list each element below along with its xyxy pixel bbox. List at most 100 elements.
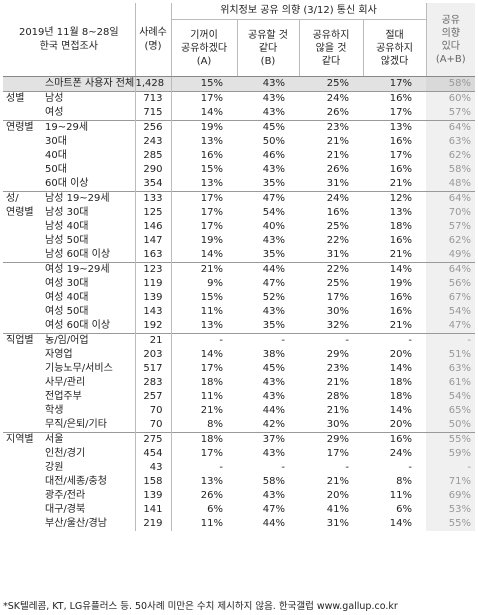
row-subgroup-label: 30대 (45, 136, 67, 147)
row-value-probably-not: - (299, 333, 364, 348)
table-row: 남성 50대 147 19% 43% 22% 16% 62% (3, 234, 476, 248)
row-value-definitely: 17% (170, 447, 238, 461)
col-c-line1: 공유하지 (312, 29, 350, 41)
table-row: 자영업 203 14% 38% 29% 20% 51% (3, 348, 476, 362)
col-header-definitely: 기꺼이 공유하겠다 (A) (170, 19, 238, 77)
row-sample-size: 454 (134, 447, 172, 461)
row-value-never: 11% (389, 490, 413, 501)
row-sample-size: 70 (134, 418, 172, 433)
table-row: 무직/은퇴/기타 70 8% 42% 30% 20% 50% (3, 418, 476, 433)
row-value-probably: - (237, 333, 300, 348)
table-row: 남성 60대 이상 163 14% 35% 31% 21% 49% (3, 248, 476, 263)
row-group-label: 직업별 (3, 333, 43, 348)
row-value-definitely: 26% (170, 489, 238, 503)
survey-table-body: 스마트폰 사용자 전체 1,428 15% 43% 25% 17% 58% 성별 남성 713 17… (3, 76, 476, 531)
row-subgroup-label: 농/임/어업 (43, 333, 136, 348)
row-value-share-intent: 54% (426, 305, 476, 319)
row-value-never: 18% (389, 377, 413, 388)
row-subgroup-label: 50대 (45, 164, 67, 175)
row-group-label (3, 177, 43, 192)
table-row: 여성 60대 이상 192 13% 35% 32% 21% 47% (3, 319, 476, 334)
row-value-probably: 35% (262, 320, 286, 331)
row-value-probably-not: 29% (326, 349, 350, 360)
row-value-probably-not: - (345, 462, 350, 473)
row-subgroup-label: 여성 40대 (45, 292, 89, 303)
row-sample-size: 70 (134, 404, 172, 418)
row-group-label (3, 319, 43, 334)
row-value-definitely: 21% (170, 262, 238, 277)
row-subgroup-label: 강원 (45, 462, 64, 473)
row-value-probably: 37% (237, 432, 300, 447)
row-value-never: 21% (389, 249, 413, 260)
row-value-definitely: 13% (170, 319, 238, 334)
row-value-probably-not: 22% (299, 262, 364, 277)
row-value-share-intent: 71% (426, 475, 476, 489)
row-value-definitely: 17% (170, 220, 238, 234)
row-value-probably-not: 20% (326, 490, 350, 501)
row-sample-size: 285 (134, 149, 172, 163)
row-value-never: 21% (389, 178, 413, 189)
table-row: 40대 285 16% 46% 21% 17% 62% (3, 149, 476, 163)
row-value-probably: 52% (262, 292, 286, 303)
row-value-definitely: 6% (170, 503, 238, 517)
table-row: 학생 70 21% 44% 21% 14% 65% (3, 404, 476, 418)
row-subgroup-label: 60대 이상 (45, 178, 89, 189)
row-value-definitely: 15% (170, 291, 238, 305)
row-value-share-intent: 63% (426, 362, 476, 376)
table-row: 대구/경북 141 6% 47% 41% 6% 53% (3, 503, 476, 517)
row-value-probably: 43% (262, 377, 286, 388)
row-group-label: 연령별 (3, 120, 43, 135)
row-group-label: 연령별 (6, 207, 34, 218)
row-sample-size: 119 (134, 277, 172, 291)
row-value-probably-not: 30% (326, 419, 350, 430)
row-value-share-intent: - (426, 461, 476, 475)
col-c-line3: 같다 (321, 55, 341, 67)
row-subgroup-label: 남성 40대 (45, 221, 89, 232)
row-subgroup-label: 인천/경기 (45, 448, 86, 459)
survey-method: 한국 면접조사 (39, 40, 98, 52)
row-value-never: 12% (363, 191, 427, 206)
row-value-probably: 44% (262, 518, 286, 529)
row-value-probably: 43% (262, 448, 286, 459)
row-value-probably-not: 30% (326, 306, 350, 317)
row-value-never: 13% (389, 207, 413, 218)
row-value-probably: 44% (237, 262, 300, 277)
row-group-label (3, 475, 43, 489)
row-value-probably-not: 31% (326, 178, 350, 189)
row-value-definitely: 19% (170, 234, 238, 248)
row-value-definitely: 13% (170, 177, 238, 192)
total-row: 스마트폰 사용자 전체 1,428 15% 43% 25% 17% 58% (3, 76, 476, 92)
row-group-label (3, 106, 43, 121)
row-sample-size: 133 (134, 191, 172, 206)
share-intent-header: 공유 의향 있다 (A+B) (425, 3, 476, 77)
row-sample-size: 158 (134, 475, 172, 489)
table-row: 기능노무/서비스 517 17% 45% 23% 14% 63% (3, 362, 476, 376)
row-sample-size: 43 (134, 461, 172, 475)
row-value-definitely: 11% (170, 390, 238, 404)
col-header-never: 절대 공유하지 않겠다 (362, 19, 427, 77)
table-row: 여성 19~29세 123 21% 44% 22% 14% 64% (3, 262, 476, 277)
row-value-never: 16% (389, 306, 413, 317)
row-value-definitely: 8% (170, 418, 238, 433)
row-value-definitely: 19% (170, 120, 238, 135)
row-value-share-intent: 60% (426, 91, 476, 106)
row-value-share-intent: 59% (426, 447, 476, 461)
row-value-definitely: 21% (170, 404, 238, 418)
row-value-probably-not: 16% (326, 207, 350, 218)
table-row: 여성 715 14% 43% 26% 17% 57% (3, 106, 476, 121)
row-value-probably: 45% (237, 120, 300, 135)
row-value-probably: 40% (262, 221, 286, 232)
row-group-label (3, 76, 43, 92)
row-value-definitely: 13% (170, 135, 238, 149)
table-row: 지역별 서울 275 18% 37% 29% 16% 55% (3, 432, 476, 447)
table-row: 대전/세종/충청 158 13% 58% 21% 8% 71% (3, 475, 476, 489)
row-group-label (3, 348, 43, 362)
table-row: 직업별 농/임/어업 21- - - - - (3, 333, 476, 348)
row-group-label (3, 163, 43, 177)
row-value-share-intent: 63% (426, 135, 476, 149)
row-value-definitely: 14% (170, 348, 238, 362)
row-subgroup-label: 여성 19~29세 (43, 262, 136, 277)
row-value-definitely: 17% (170, 362, 238, 376)
row-value-never: 17% (389, 150, 413, 161)
row-value-never: 16% (363, 91, 427, 106)
